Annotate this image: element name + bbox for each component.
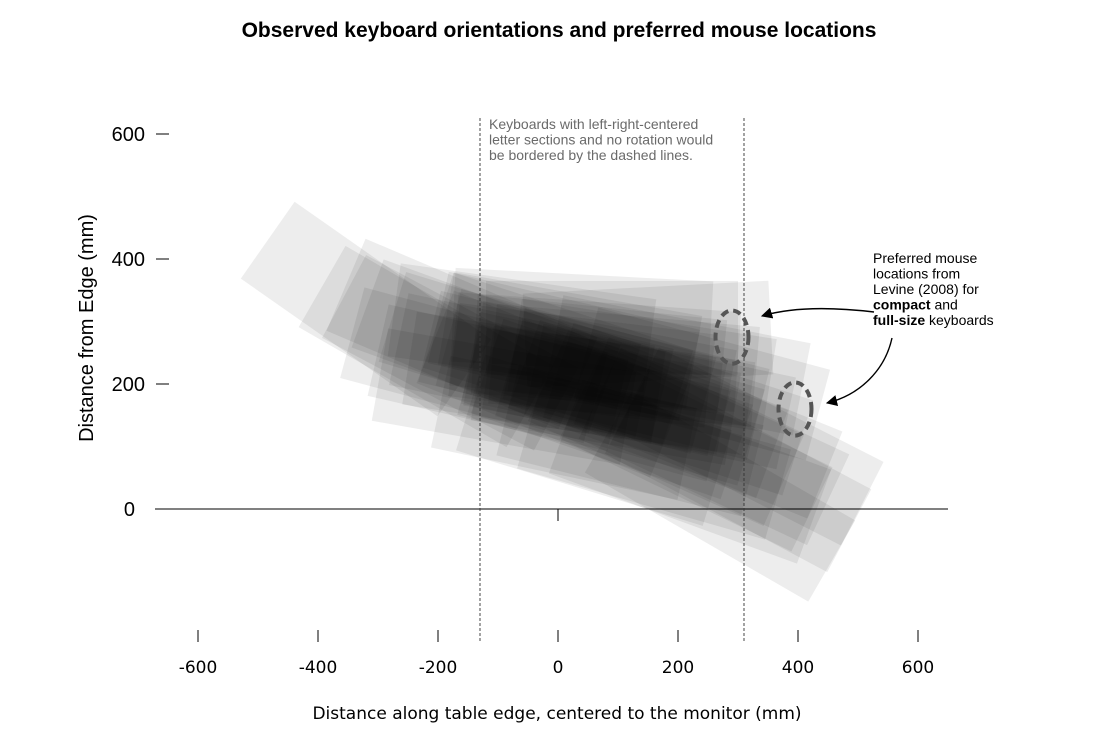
keyboard-footprint — [470, 318, 754, 500]
chart-title: Observed keyboard orientations and prefe… — [242, 19, 877, 42]
keyboard-footprint — [402, 311, 666, 444]
keyboard-footprint — [427, 271, 701, 422]
x-tick-label: 600 — [902, 658, 934, 678]
keyboard-footprint — [340, 287, 608, 444]
x-tick-label: -600 — [179, 658, 218, 678]
keyboard-footprint — [517, 378, 791, 540]
keyboard-footprint — [616, 347, 884, 546]
keyboard-footprint — [470, 293, 742, 412]
keyboard-footprint — [507, 298, 777, 432]
keyboard-footprint — [488, 303, 760, 427]
dashed-lines-note: Keyboards with left-right-centeredletter… — [489, 116, 713, 163]
keyboard-footprint — [548, 379, 832, 564]
keyboard-density — [240, 201, 884, 602]
mouse-note-line: compact and — [873, 297, 958, 313]
keyboard-footprint — [448, 303, 716, 428]
mouse-note-text: locations from — [873, 266, 960, 282]
mouse-location-compact — [713, 308, 751, 366]
keyboard-footprint — [298, 245, 554, 448]
keyboard-footprint — [240, 201, 492, 417]
keyboard-footprint — [559, 354, 833, 552]
mouse-note-bold: full-size — [873, 312, 925, 328]
keyboard-footprint — [502, 308, 770, 460]
y-tick-label: 200 — [112, 374, 145, 396]
keyboard-footprint — [495, 320, 765, 486]
x-tick-label: 200 — [662, 658, 694, 678]
keyboard-footprint — [456, 354, 732, 526]
keyboard-footprint — [431, 355, 697, 500]
keyboard-footprint — [322, 255, 578, 451]
keyboard-footprint — [437, 272, 703, 409]
x-axis-label: Distance along table edge, centered to t… — [312, 704, 801, 724]
keyboard-footprint — [457, 324, 731, 482]
y-tick-label: 0 — [124, 499, 135, 521]
keyboard-footprint — [416, 290, 688, 478]
keyboard-footprint — [463, 301, 737, 455]
keyboard-footprint — [573, 337, 843, 519]
note-line: letter sections and no rotation would — [489, 132, 713, 148]
keyboard-footprint — [422, 272, 694, 446]
keyboard-footprint — [448, 292, 728, 414]
keyboard-footprint — [371, 328, 637, 465]
keyboard-footprint — [418, 290, 674, 440]
arrow-compact — [760, 307, 875, 319]
y-axis-label: Distance from Edge (mm) — [76, 214, 98, 442]
mouse-note-bold: compact — [873, 297, 931, 313]
mouse-note-line: locations from — [873, 266, 960, 282]
mouse-note-text: keyboards — [925, 312, 993, 328]
keyboard-footprint — [527, 329, 805, 526]
keyboard-footprint — [507, 319, 789, 499]
keyboard-footprint — [387, 263, 657, 393]
note-line: be bordered by the dashed lines. — [489, 147, 693, 163]
keyboard-footprint — [584, 391, 856, 602]
mouse-note-line: Levine (2008) for — [873, 281, 979, 297]
x-tick-label: -400 — [299, 658, 338, 678]
mouse-note-line: Preferred mouse — [873, 250, 977, 266]
mouse-location-full-size — [776, 380, 814, 438]
keyboard-footprint — [470, 327, 742, 466]
keyboard-footprint — [461, 311, 727, 457]
keyboard-footprint — [480, 325, 756, 456]
mouse-locations — [713, 308, 814, 438]
x-tick-label: 400 — [782, 658, 814, 678]
keyboard-footprint — [326, 238, 598, 430]
mouse-note-line: full-size keyboards — [873, 312, 994, 328]
keyboard-footprint — [367, 304, 629, 452]
keyboard-footprint — [378, 271, 642, 434]
keyboard-footprint — [486, 280, 738, 375]
keyboard-footprint — [351, 259, 621, 434]
y-tick-label: 400 — [112, 249, 145, 271]
x-tick-label: 0 — [553, 658, 564, 678]
keyboard-footprint — [496, 364, 764, 517]
mouse-note-text: Levine (2008) for — [873, 281, 979, 297]
mouse-note-text: and — [931, 297, 958, 313]
keyboard-footprint — [435, 289, 717, 454]
mouse-note-text: Preferred mouse — [873, 250, 977, 266]
keyboard-footprint — [604, 370, 872, 573]
keyboard-footprint — [450, 267, 714, 376]
keyboard-footprint — [524, 323, 796, 470]
arrow-full-size — [825, 337, 893, 407]
keyboard-footprint — [573, 307, 831, 461]
y-tick-label: 600 — [112, 124, 145, 146]
keyboard-footprint — [542, 322, 814, 496]
note-line: Keyboards with left-right-centered — [489, 116, 698, 132]
x-tick-label: -200 — [419, 658, 458, 678]
keyboard-footprint — [389, 293, 655, 438]
axes: -600 -400 -200 0 200 400 600 600 400 200 0 — [112, 118, 948, 678]
keyboard-footprint — [522, 280, 774, 388]
keyboard-footprint — [578, 347, 850, 546]
